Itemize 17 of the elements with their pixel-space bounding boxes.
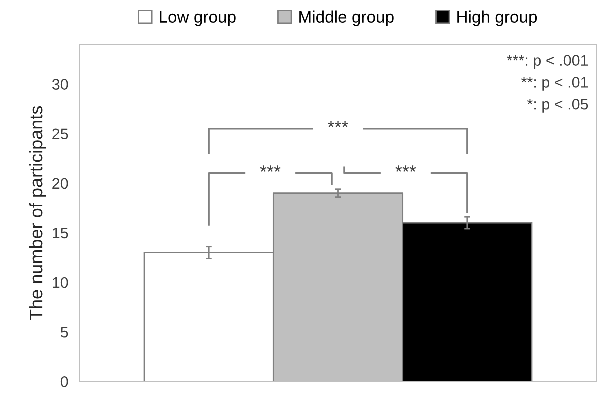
y-tick-label: 30 xyxy=(52,79,68,90)
y-axis-title: The number of participants xyxy=(29,106,46,320)
y-tick-label: 15 xyxy=(53,228,68,239)
annotation: ***: p < .001 xyxy=(507,55,588,70)
legend-label: Middle group xyxy=(300,10,394,26)
y-tick-label: 10 xyxy=(53,277,68,288)
annotation: *** xyxy=(328,121,349,128)
y-tick-label: 25 xyxy=(52,128,68,140)
annotation: *** xyxy=(260,166,281,172)
y-tick-label: 0 xyxy=(60,376,68,388)
legend-label: Low group xyxy=(160,11,236,26)
annotation: *** xyxy=(396,166,416,172)
legend-label: High group xyxy=(458,10,538,26)
annotation: **: p < .01 xyxy=(522,77,588,91)
y-tick-label: 5 xyxy=(60,327,68,338)
annotation: *: p < .05 xyxy=(527,98,588,113)
y-tick-label: 20 xyxy=(52,178,68,190)
